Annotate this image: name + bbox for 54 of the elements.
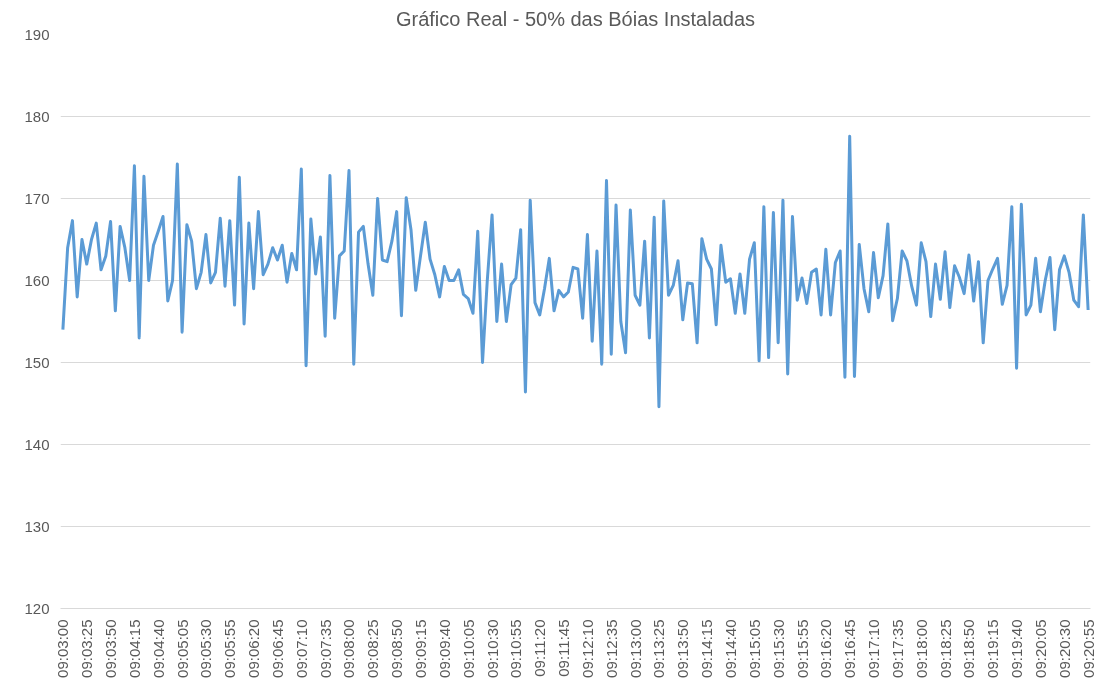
x-tick-label: 09:11:45 [555,619,573,677]
x-tick-label: 09:10:30 [483,619,501,678]
x-tick-label: 09:05:30 [197,619,215,678]
y-tick-label: 180 [24,107,50,125]
chart-title: Gráfico Real - 50% das Bóias Instaladas [395,7,756,30]
x-tick-label: 09:03:50 [102,619,120,678]
x-tick-label: 09:13:00 [626,619,644,678]
x-tick-label: 09:18:00 [912,619,930,678]
x-tick-label: 09:20:05 [1031,619,1049,678]
y-tick-label: 140 [24,435,50,453]
x-tick-label: 09:17:10 [865,619,883,678]
y-tick-label: 170 [24,189,50,207]
x-tick-label: 09:03:25 [78,619,96,678]
x-tick-label: 09:04:15 [125,619,143,678]
x-tick-label: 09:06:20 [245,619,263,678]
x-tick-label: 09:15:55 [793,619,811,678]
x-tick-label: 09:16:45 [841,619,859,678]
x-tick-label: 09:04:40 [149,619,167,678]
y-tick-label: 120 [24,599,50,617]
x-tick-label: 09:20:55 [1079,619,1097,678]
x-tick-label: 09:10:05 [459,619,477,678]
x-tick-label: 09:16:20 [817,619,835,678]
x-tick-label: 09:08:25 [364,619,382,678]
x-tick-label: 09:15:30 [769,619,787,678]
x-tick-label: 09:12:35 [602,619,620,678]
x-tick-label: 09:05:55 [221,619,239,678]
x-tick-label: 09:14:40 [721,619,739,678]
x-tick-label: 09:19:40 [1008,619,1026,678]
x-tick-label: 09:05:05 [173,619,191,678]
y-tick-label: 160 [24,271,50,289]
x-tick-label: 09:11:20 [531,619,549,677]
y-tick-label: 130 [24,517,50,535]
x-tick-label: 09:13:50 [674,619,692,678]
y-tick-label: 150 [24,353,50,371]
x-tick-label: 09:03:00 [54,619,72,678]
x-tick-label: 09:19:15 [984,619,1002,678]
x-tick-label: 09:18:25 [936,619,954,678]
x-tick-label: 09:07:35 [316,619,334,678]
x-tick-label: 09:06:45 [268,619,286,678]
x-tick-label: 09:09:40 [435,619,453,678]
y-tick-label: 190 [24,25,50,43]
x-tick-label: 09:18:50 [960,619,978,678]
x-tick-label: 09:09:15 [412,619,430,678]
x-tick-label: 09:08:50 [388,619,406,678]
x-tick-label: 09:14:15 [698,619,716,678]
x-tick-label: 09:15:05 [745,619,763,678]
x-tick-label: 09:13:25 [650,619,668,678]
x-tick-label: 09:07:10 [292,619,310,678]
line-series [61,134,1090,409]
x-tick-label: 09:12:10 [578,619,596,678]
x-tick-label: 09:20:30 [1055,619,1073,678]
x-tick-label: 09:17:35 [888,619,906,678]
x-tick-label: 09:08:00 [340,619,358,678]
x-tick-label: 09:10:55 [507,619,525,678]
